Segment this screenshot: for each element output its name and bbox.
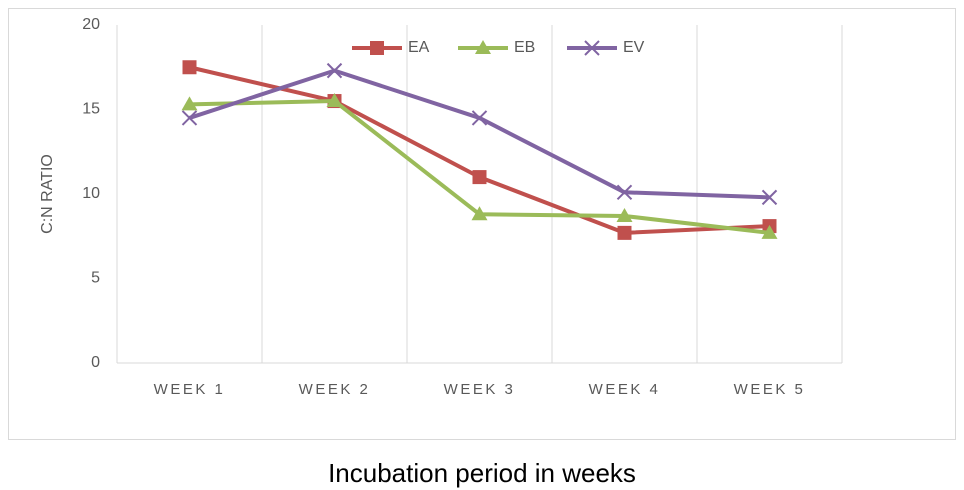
- marker: [181, 96, 198, 111]
- marker: [182, 60, 197, 75]
- marker: [472, 170, 487, 185]
- y-axis-label: C:N RATIO: [39, 154, 56, 234]
- marker: [616, 207, 633, 222]
- marker: [326, 93, 343, 108]
- y-tick-label: 10: [82, 185, 100, 202]
- x-axis-label: Incubation period in weeks: [328, 458, 636, 488]
- marker: [616, 184, 633, 201]
- legend-marker: [584, 40, 600, 56]
- y-tick-label: 20: [82, 16, 100, 33]
- legend-label: EV: [623, 39, 645, 56]
- y-tick-label: 0: [91, 354, 100, 371]
- marker: [181, 110, 198, 126]
- marker: [326, 62, 343, 79]
- chart-frame: [8, 8, 956, 440]
- y-tick-label: 5: [91, 270, 100, 287]
- marker: [617, 225, 632, 240]
- x-tick-label: WEEK 2: [299, 381, 371, 398]
- marker: [471, 110, 488, 126]
- x-tick-label: WEEK 4: [589, 381, 661, 398]
- marker: [471, 206, 488, 221]
- legend-label: EA: [408, 39, 430, 56]
- legend-marker: [370, 41, 384, 55]
- y-tick-label: 15: [82, 101, 100, 118]
- marker: [761, 189, 778, 206]
- x-tick-label: WEEK 5: [734, 381, 806, 398]
- legend-label: EB: [514, 39, 535, 56]
- marker: [761, 224, 778, 239]
- x-tick-label: WEEK 3: [444, 381, 516, 398]
- x-tick-label: WEEK 1: [154, 381, 226, 398]
- legend-marker: [475, 40, 491, 54]
